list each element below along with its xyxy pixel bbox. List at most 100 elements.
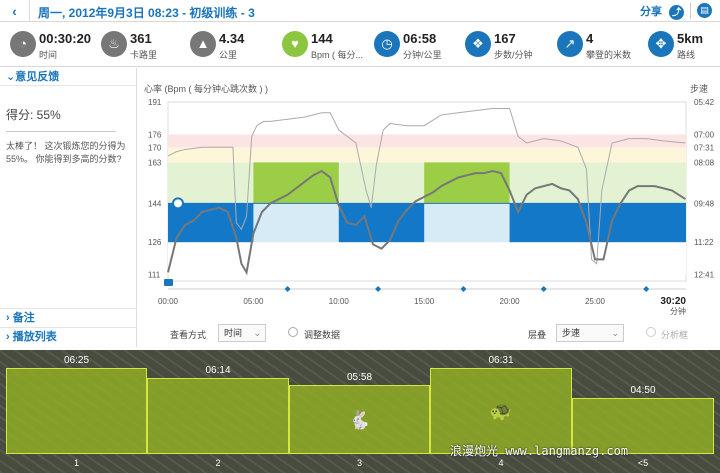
hr-tick-label: 163 (148, 158, 162, 167)
pace-tick-label: 11:22 (694, 238, 714, 247)
watermark-text: 浪漫炮光 www.langmanzg.com (450, 444, 629, 458)
title-divider (690, 3, 691, 19)
notes-section[interactable]: › 备注 (0, 308, 137, 326)
hr-tick-label: 176 (148, 130, 162, 139)
turtle-icon: 🐢 (489, 401, 513, 421)
stat-value: 167 (494, 31, 516, 46)
target-segment-blue (509, 203, 686, 243)
target-segment-green (253, 162, 339, 204)
lap-pace-label: 04:50 (630, 385, 656, 396)
lap-pace-label: 06:14 (205, 365, 231, 376)
km-marker-icon (460, 286, 467, 292)
stats-bar: ◔ 00:30:20 时间 ♨ 361 卡路里 ▲ 4.34 公里 ♥ 144 Bpm ( 每分...… (0, 23, 720, 67)
time-tick-label: 15:00 (414, 297, 435, 306)
adjust-data-checkbox[interactable] (288, 327, 298, 337)
score-text: 得分: 55% (6, 108, 61, 122)
divider (6, 131, 116, 132)
stat-value: 4.34 (219, 31, 245, 46)
rabbit-icon: 🐇 (348, 409, 371, 430)
flame-icon: ♨ (101, 31, 127, 57)
analysis-checkbox[interactable] (646, 327, 656, 337)
chevron-down-icon: ⌄ (253, 328, 261, 338)
share-icon: ⤴ (669, 4, 685, 20)
playlist-section[interactable]: › 播放列表 (0, 327, 137, 345)
view-select[interactable]: 时间 ⌄ (218, 324, 266, 342)
analysis-label: 分析框 (661, 330, 689, 340)
clock-icon: ◔ (10, 31, 36, 57)
chevron-down-icon: ⌄ (6, 71, 16, 83)
time-tick-label: 20:00 (500, 297, 521, 306)
target-segment-blue (338, 203, 425, 243)
print-button[interactable]: ▤ (697, 3, 712, 18)
stat-value: 06:58 (403, 31, 437, 46)
start-flag-icon (164, 279, 173, 286)
lap-pace-label: 05:58 (346, 372, 373, 383)
feedback-message: 太棒了！ 这次锻炼您的分得为 55%。 你能得到多高的分数? (6, 141, 126, 164)
stat-label: 攀登的米数 (586, 50, 632, 60)
footsteps-icon: ❖ (465, 31, 491, 57)
layer-select[interactable]: 步速 ⌄ (556, 324, 624, 342)
lap-number: 3 (356, 458, 362, 468)
target-segment-green (424, 162, 510, 204)
hr-tick-label: 144 (148, 199, 162, 208)
stat-label: 时间 (39, 50, 58, 60)
print-icon: ▤ (697, 3, 712, 18)
hr-tick-label: 170 (148, 143, 162, 152)
lap-number: 1 (73, 458, 79, 468)
time-tick-label: 25:00 (585, 297, 606, 306)
adjust-data-label: 调整数据 (304, 330, 341, 340)
lap-bar[interactable] (430, 368, 572, 454)
sidebar: ⌄意见反馈 得分: 55% 太棒了！ 这次锻炼您的分得为 55%。 你能得到多高… (0, 68, 137, 347)
pace-line (167, 107, 686, 265)
hr-zone-band (168, 134, 686, 148)
km-marker-icon (375, 286, 382, 292)
pace-tick-label: 07:31 (694, 143, 715, 152)
laps-map-strip: 06:25 1 06:14 2 05:58 3 🐇 06:31 4 🐢 04:50 <5 (0, 350, 720, 473)
lap-pace-label: 06:31 (488, 355, 514, 366)
workout-title: 周一, 2012年9月3日 08:23 - 初级训练 - 3 (38, 6, 255, 20)
heart-rate-line (167, 169, 687, 276)
pace-tick-label: 05:42 (694, 98, 715, 107)
road-icon: ▲ (190, 31, 216, 57)
heart-rate-chart: 心率 (Bpm ( 每分钟心跳次数 ) ) 步速 191 176 170 163 144… (138, 68, 720, 347)
stat-value: 5km (677, 31, 704, 46)
hr-tick-label: 111 (148, 271, 161, 280)
stat-value: 00:30:20 (39, 31, 92, 46)
stat-label: 分钟/公里 (403, 50, 442, 60)
chart-svg[interactable]: 191 176 170 163 144 126 111 05:42 07:00 07:31 08:0… (138, 68, 720, 320)
hr-zone-band (168, 147, 686, 163)
share-button[interactable]: 分享 ⤴ (640, 3, 685, 20)
hr-tick-label: 191 (148, 98, 162, 107)
feedback-header[interactable]: ⌄意见反馈 (0, 68, 136, 86)
km-marker-icon (540, 286, 547, 292)
lap-bar[interactable] (572, 398, 714, 454)
stat-value: 144 (311, 31, 333, 46)
lap-bar[interactable] (147, 378, 289, 454)
stat-label: 步数/分钟 (494, 50, 533, 60)
pace-tick-label: 07:00 (694, 130, 715, 139)
chart-controls: 查看方式 时间 ⌄ 调整数据 层叠 步速 ⌄ 分析框 (138, 320, 720, 346)
hr-axis-title: 心率 (Bpm ( 每分钟心跳次数 ) ) (144, 84, 268, 94)
time-tick-label: 10:00 (329, 297, 350, 306)
km-marker-icon (643, 286, 650, 292)
share-label: 分享 (640, 6, 662, 18)
lap-bar[interactable] (289, 385, 430, 454)
chevron-left-icon[interactable]: ‹ (0, 0, 30, 22)
stat-label: 路线 (677, 50, 696, 60)
heart-marker-icon (172, 197, 184, 210)
time-tick-label: 05:00 (243, 297, 264, 306)
stat-label: 公里 (219, 50, 238, 60)
heart-icon: ♥ (282, 31, 308, 57)
chevron-right-icon: › (6, 312, 13, 324)
route-icon: ✥ (648, 31, 674, 57)
hr-tick-label: 126 (148, 238, 162, 247)
end-time-unit: 分钟 (670, 306, 686, 316)
lap-number: <5 (637, 458, 649, 468)
chevron-right-icon: › (6, 331, 13, 343)
end-time-label: 30:20 (660, 296, 686, 307)
pace-tick-label: 12:41 (694, 271, 715, 280)
lap-bar[interactable] (6, 368, 147, 454)
hr-zone-band (168, 242, 686, 275)
lap-number: 2 (215, 458, 221, 468)
km-marker-icon (284, 286, 291, 292)
